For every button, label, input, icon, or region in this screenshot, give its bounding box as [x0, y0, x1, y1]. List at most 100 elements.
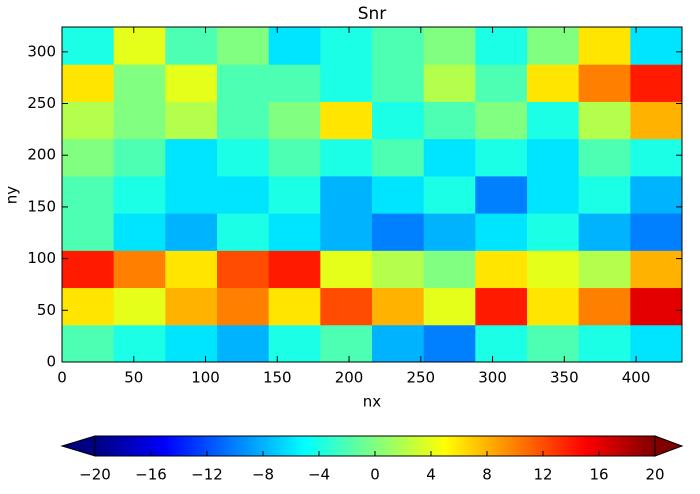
heatmap-cell	[217, 324, 270, 363]
y-axis-label: ny	[3, 186, 21, 205]
x-tick-label: 400	[622, 369, 651, 387]
heatmap-cell	[475, 250, 528, 289]
heatmap-cell	[578, 64, 631, 102]
heatmap-cell	[527, 175, 580, 214]
heatmap-cell	[578, 213, 631, 251]
y-tick-label: 200	[27, 146, 56, 164]
x-tick-label: 200	[335, 369, 364, 387]
heatmap-cell	[113, 213, 166, 251]
heatmap-cell	[372, 64, 425, 102]
heatmap-cell	[630, 287, 683, 326]
colorbar-tick-label: 16	[589, 466, 608, 484]
heatmap-cell	[423, 101, 476, 140]
heatmap-cell	[165, 64, 218, 102]
heatmap-cell	[320, 175, 373, 214]
heatmap	[62, 27, 683, 363]
heatmap-cell	[113, 27, 166, 65]
heatmap-cell	[527, 250, 580, 289]
heatmap-cell	[527, 287, 580, 326]
heatmap-cell	[578, 287, 631, 326]
colorbar-tick-label: −16	[135, 466, 167, 484]
heatmap-cell	[423, 250, 476, 289]
heatmap-cell	[268, 27, 321, 65]
colorbar-tick-label: 12	[533, 466, 552, 484]
heatmap-cell	[527, 324, 580, 363]
colorbar-tick-label: −8	[252, 466, 274, 484]
heatmap-cell	[578, 250, 631, 289]
heatmap-cell	[630, 213, 683, 251]
y-tick-label: 300	[27, 42, 56, 60]
heatmap-cell	[423, 27, 476, 65]
heatmap-cell	[630, 250, 683, 289]
heatmap-cell	[165, 138, 218, 177]
heatmap-cell	[475, 287, 528, 326]
colorbar-tick-label: 20	[645, 466, 664, 484]
heatmap-cell	[630, 64, 683, 102]
colorbar-tick-label: −12	[191, 466, 223, 484]
heatmap-cell	[217, 287, 270, 326]
x-tick-label: 0	[57, 369, 67, 387]
heatmap-cell	[423, 64, 476, 102]
heatmap-cell	[113, 138, 166, 177]
heatmap-cell	[578, 27, 631, 65]
heatmap-cell	[217, 138, 270, 177]
colorbar-tick-label: 0	[370, 466, 380, 484]
colorbar-tick-label: 4	[426, 466, 436, 484]
heatmap-cell	[372, 27, 425, 65]
heatmap-cell	[372, 250, 425, 289]
heatmap-cell	[217, 101, 270, 140]
heatmap-cell	[268, 324, 321, 363]
x-tick-label: 300	[478, 369, 507, 387]
heatmap-cell	[320, 64, 373, 102]
heatmap-cell	[630, 175, 683, 214]
heatmap-cell	[113, 250, 166, 289]
heatmap-cell	[475, 324, 528, 363]
colorbar-tick-label: −4	[308, 466, 330, 484]
heatmap-cell	[475, 138, 528, 177]
heatmap-cell	[475, 213, 528, 251]
heatmap-cell	[372, 101, 425, 140]
colorbar-tick-label: −20	[79, 466, 111, 484]
heatmap-cell	[62, 101, 115, 140]
heatmap-cell	[268, 64, 321, 102]
heatmap-cell	[527, 101, 580, 140]
heatmap-cell	[320, 138, 373, 177]
heatmap-cell	[320, 101, 373, 140]
x-tick-label: 150	[263, 369, 292, 387]
chart-title: Snr	[358, 4, 387, 24]
y-tick-label: 50	[37, 301, 56, 319]
heatmap-cell	[527, 138, 580, 177]
heatmap-cell	[62, 64, 115, 102]
y-tick-label: 100	[27, 249, 56, 267]
heatmap-cell	[320, 287, 373, 326]
heatmap-cell	[423, 213, 476, 251]
heatmap-cell	[578, 138, 631, 177]
heatmap-cell	[165, 175, 218, 214]
heatmap-cell	[320, 324, 373, 363]
heatmap-cell	[217, 27, 270, 65]
x-tick-label: 350	[550, 369, 579, 387]
heatmap-cell	[62, 250, 115, 289]
heatmap-cell	[475, 175, 528, 214]
heatmap-cell	[165, 27, 218, 65]
heatmap-cell	[165, 101, 218, 140]
heatmap-cell	[320, 27, 373, 65]
colorbar-extend-high	[654, 435, 684, 457]
heatmap-cell	[372, 175, 425, 214]
y-tick-label: 250	[27, 94, 56, 112]
heatmap-cell	[630, 324, 683, 363]
heatmap-cell	[527, 27, 580, 65]
heatmap-cell	[62, 287, 115, 326]
heatmap-cell	[113, 101, 166, 140]
heatmap-cell	[630, 138, 683, 177]
y-tick-label: 0	[46, 353, 56, 371]
heatmap-cell	[527, 64, 580, 102]
heatmap-cell	[423, 175, 476, 214]
heatmap-cell	[527, 213, 580, 251]
heatmap-cell	[62, 138, 115, 177]
heatmap-cell	[578, 175, 631, 214]
heatmap-cell	[268, 287, 321, 326]
heatmap-cell	[423, 287, 476, 326]
heatmap-cell	[62, 175, 115, 214]
